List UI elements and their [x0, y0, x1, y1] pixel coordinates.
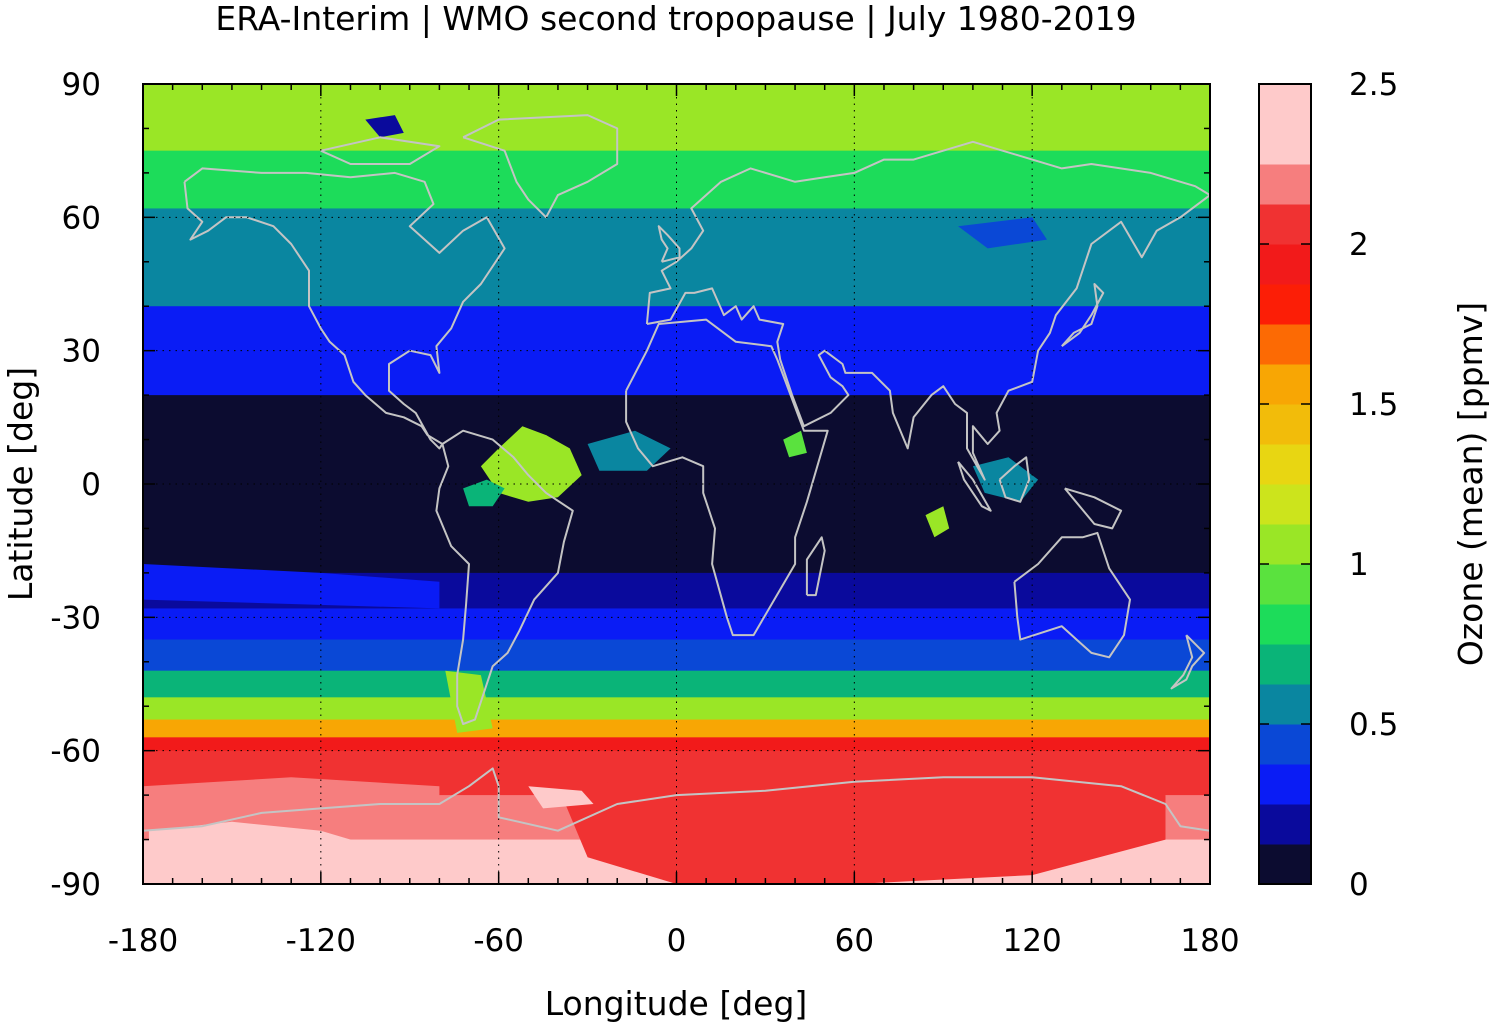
grid	[143, 84, 1210, 884]
coastline-antarctica	[143, 767, 1210, 832]
lat-band-9	[143, 639, 1210, 672]
colorbar-segment	[1259, 644, 1311, 685]
colorbar-segment	[1259, 164, 1311, 205]
y-tick-label: 30	[62, 334, 101, 370]
colorbar-segment	[1259, 204, 1311, 245]
colorbar-tick-label: 0.5	[1349, 707, 1398, 743]
tropical-enhancement-east-africa	[783, 430, 807, 458]
colorbar-segment	[1259, 524, 1311, 565]
colorbar-segment	[1259, 564, 1311, 605]
colorbar-ticks	[1259, 83, 1311, 885]
colorbar-segment	[1259, 444, 1311, 485]
colorbar-title: Ozone (mean) [ppmv]	[1451, 302, 1490, 666]
x-tick-label: -180	[108, 923, 178, 959]
coastline-japan	[1061, 283, 1105, 348]
y-tick-label: 90	[62, 67, 101, 103]
coastline-sumatra	[957, 461, 992, 512]
x-axis-labels: -180 -120 -60 0 60 120 180	[108, 923, 1240, 959]
colorbar-segment	[1259, 844, 1311, 885]
coastline-arctic-islands	[320, 136, 441, 165]
x-tick-label: -60	[473, 923, 524, 959]
coastline-borneo	[998, 456, 1031, 503]
coastline-australia	[1013, 531, 1131, 659]
lat-band-13	[143, 737, 1210, 752]
siberia-patch	[958, 217, 1047, 249]
tropical-enhancement-atlantic	[587, 430, 671, 471]
coastline-africa	[625, 318, 829, 637]
y-tick-label: -30	[50, 600, 101, 636]
coastline-eurasia	[645, 140, 1210, 481]
arctic-dark	[365, 115, 404, 138]
colorbar-labels: 0 0.5 1 1.5 2 2.5	[1349, 67, 1398, 903]
south-pacific-pink	[143, 777, 440, 818]
coastline-greenland	[462, 114, 619, 219]
colorbar-segment	[1259, 484, 1311, 525]
colorbar-tick-label: 2.5	[1349, 67, 1398, 103]
colorbar-tick-label: 2	[1349, 227, 1369, 263]
colorbar	[1259, 84, 1311, 885]
y-tick-label: 60	[62, 200, 101, 236]
x-tick-label: 60	[835, 923, 874, 959]
coastline-uk	[657, 225, 681, 263]
colorbar-segment	[1259, 684, 1311, 725]
y-tick-label: 0	[81, 467, 101, 503]
x-tick-label: 180	[1180, 923, 1239, 959]
x-tick-label: 0	[667, 923, 687, 959]
lat-band-10	[143, 670, 1210, 698]
coastline-new-zealand	[1170, 634, 1206, 690]
tropical-enhancement-indian-ocean	[925, 506, 950, 538]
coastline-south-america	[435, 429, 574, 725]
y-axis-title: Latitude [deg]	[1, 367, 40, 601]
eastern-pacific-band	[143, 564, 440, 609]
colorbar-segment	[1259, 244, 1311, 285]
x-tick-label: 120	[1003, 923, 1062, 959]
coastline-new-guinea	[1064, 487, 1123, 530]
coastline-north-america	[183, 167, 506, 450]
tropical-enhancement-maritime	[972, 457, 1039, 502]
colorbar-frame	[1258, 83, 1312, 885]
colorbar-segment	[1259, 604, 1311, 645]
lat-band-3	[143, 261, 1210, 307]
y-tick-label: -60	[50, 734, 101, 770]
colorbar-tick-label: 0	[1349, 867, 1369, 903]
west-antarctic-pink	[148, 821, 381, 867]
colorbar-segment	[1259, 804, 1311, 845]
x-axis-title: Longitude [deg]	[545, 984, 808, 1023]
colorbar-segment	[1259, 124, 1311, 165]
axis-ticks	[142, 83, 1211, 885]
colorbar-segment	[1259, 764, 1311, 805]
chart-title: ERA-Interim | WMO second tropopause | Ju…	[215, 0, 1136, 38]
y-axis-labels: 90 60 30 0 -30 -60 -90	[50, 67, 101, 903]
x-tick-label: -120	[286, 923, 356, 959]
tropical-enhancement-amazon	[463, 479, 505, 507]
coastlines	[143, 114, 1210, 832]
lat-band-1	[143, 150, 1210, 210]
coastline-madagascar	[805, 536, 826, 597]
lat-band-5	[143, 337, 1210, 396]
colorbar-segment	[1259, 404, 1311, 445]
east-antarctic-red	[557, 777, 1166, 884]
colorbar-tick-label: 1.5	[1349, 387, 1398, 423]
y-tick-label: -90	[50, 867, 101, 903]
colorbar-segment	[1259, 84, 1311, 125]
colorbar-tick-label: 1	[1349, 547, 1369, 583]
colorbar-segment	[1259, 364, 1311, 405]
colorbar-segment	[1259, 324, 1311, 365]
weddell-pink	[528, 786, 594, 809]
colorbar-segment	[1259, 284, 1311, 325]
colorbar-segment	[1259, 724, 1311, 765]
tropical-enhancement-south-america	[480, 426, 582, 502]
